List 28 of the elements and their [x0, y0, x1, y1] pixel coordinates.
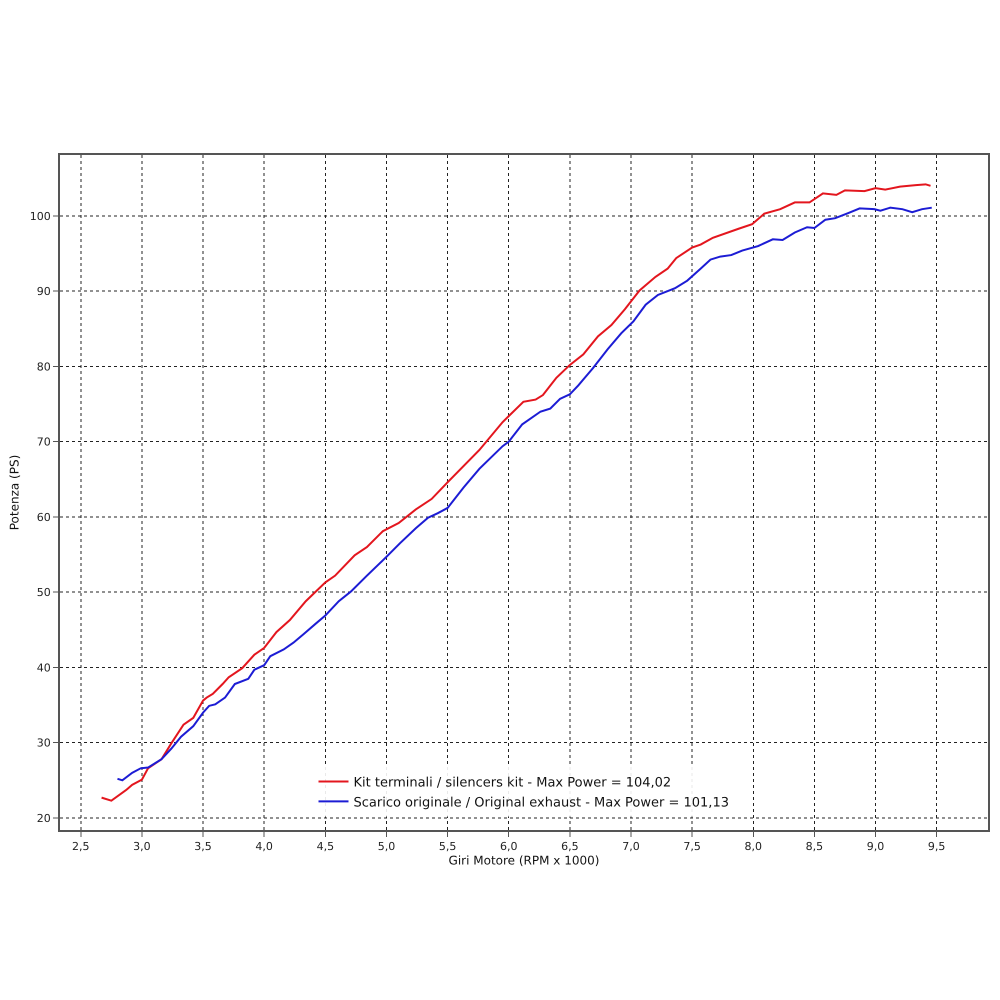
y-tick-label: 40	[36, 661, 51, 674]
x-tick-label: 5,5	[438, 840, 456, 854]
y-tick-label: 60	[36, 510, 51, 524]
x-tick-label: 9,5	[928, 840, 946, 854]
y-tick-label: 100	[30, 210, 51, 223]
y-axis-title: Potenza (PS)	[8, 454, 22, 530]
x-tick-label: 9,0	[866, 840, 884, 854]
x-tick-label: 5,0	[378, 840, 396, 854]
legend-label: Scarico originale / Original exhaust - Max Power = 101,13	[354, 795, 729, 810]
x-tick-label: 2,5	[72, 840, 90, 854]
y-tick-label: 20	[36, 812, 51, 825]
x-tick-label: 4,0	[255, 840, 273, 854]
x-tick-label: 3,5	[194, 840, 212, 854]
x-axis-title: Giri Motore (RPM x 1000)	[448, 854, 600, 868]
y-tick-label: 50	[36, 586, 51, 600]
y-tick-label: 30	[36, 736, 51, 750]
y-tick-label: 90	[36, 285, 51, 298]
x-tick-label: 6,5	[561, 840, 579, 854]
x-tick-label: 7,5	[683, 840, 701, 854]
legend-label: Kit terminali / silencers kit - Max Power = 104,02	[354, 776, 672, 791]
x-tick-label: 3,0	[133, 840, 151, 854]
x-tick-label: 8,5	[806, 840, 824, 854]
x-tick-label: 7,0	[622, 840, 640, 854]
x-tick-label: 6,0	[500, 840, 518, 854]
y-tick-label: 70	[36, 436, 51, 449]
x-tick-label: 4,5	[316, 840, 334, 854]
y-tick-label: 80	[36, 360, 51, 374]
x-tick-label: 8,0	[744, 840, 762, 854]
